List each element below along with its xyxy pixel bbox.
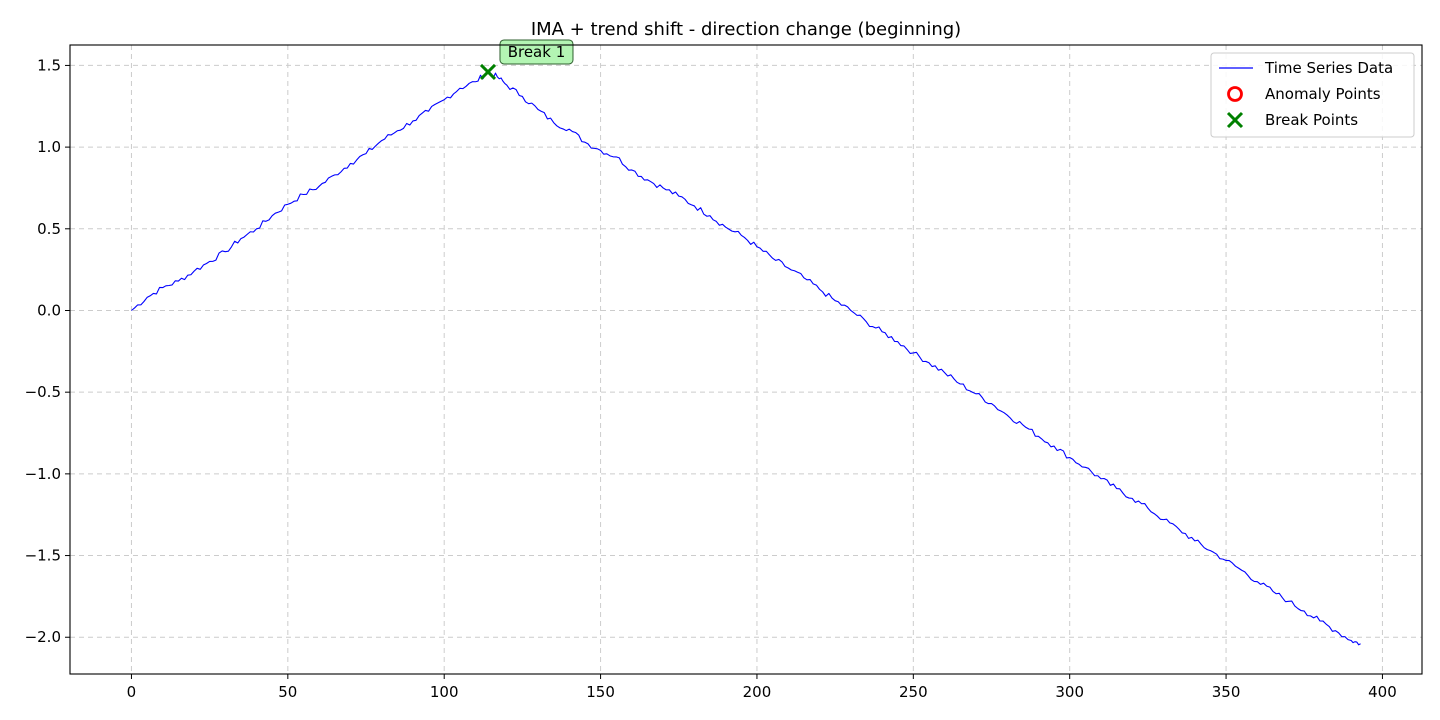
legend-label: Anomaly Points bbox=[1265, 85, 1381, 103]
x-tick-label: 100 bbox=[430, 683, 459, 701]
legend-frame bbox=[1210, 52, 1415, 138]
legend-label: Time Series Data bbox=[1264, 59, 1393, 77]
legend-label: Break Points bbox=[1265, 111, 1358, 129]
y-tick-label: −2.0 bbox=[25, 628, 61, 646]
y-tick-label: −0.5 bbox=[25, 383, 61, 401]
x-tick-label: 50 bbox=[278, 683, 297, 701]
break-annotation-label: Break 1 bbox=[508, 43, 566, 61]
break-point-marker bbox=[479, 63, 497, 81]
series-layer bbox=[131, 71, 1361, 646]
x-tick-label: 350 bbox=[1212, 683, 1241, 701]
y-tick-label: −1.5 bbox=[25, 547, 61, 565]
x-tick-label: 300 bbox=[1055, 683, 1084, 701]
plot-area-frame bbox=[69, 44, 1423, 675]
x-tick-label: 200 bbox=[743, 683, 772, 701]
series-line bbox=[131, 71, 1361, 646]
y-tick-label: 0.0 bbox=[37, 301, 61, 319]
legend: Time Series Data Anomaly Points Break Poin… bbox=[1210, 52, 1415, 138]
x-tick-label: 0 bbox=[127, 683, 137, 701]
y-tick-label: 0.5 bbox=[37, 220, 61, 238]
marker-layer: Break 1 bbox=[479, 39, 574, 81]
break-annotation-box bbox=[499, 39, 574, 65]
x-tick-label: 250 bbox=[899, 683, 928, 701]
axis-ticks: 0 50 100 150 200 250 300 350 400 1.5 1.0 0.5 0.0 −0.5… bbox=[25, 56, 1397, 701]
y-tick-label: 1.5 bbox=[37, 56, 61, 74]
x-tick-label: 150 bbox=[586, 683, 615, 701]
legend-x-icon bbox=[1226, 111, 1244, 129]
y-tick-label: −1.0 bbox=[25, 465, 61, 483]
grid bbox=[70, 45, 1422, 674]
x-tick-label: 400 bbox=[1368, 683, 1397, 701]
y-tick-label: 1.0 bbox=[37, 138, 61, 156]
chart-title: IMA + trend shift - direction change (be… bbox=[531, 19, 961, 40]
legend-circle-icon bbox=[1227, 86, 1243, 102]
